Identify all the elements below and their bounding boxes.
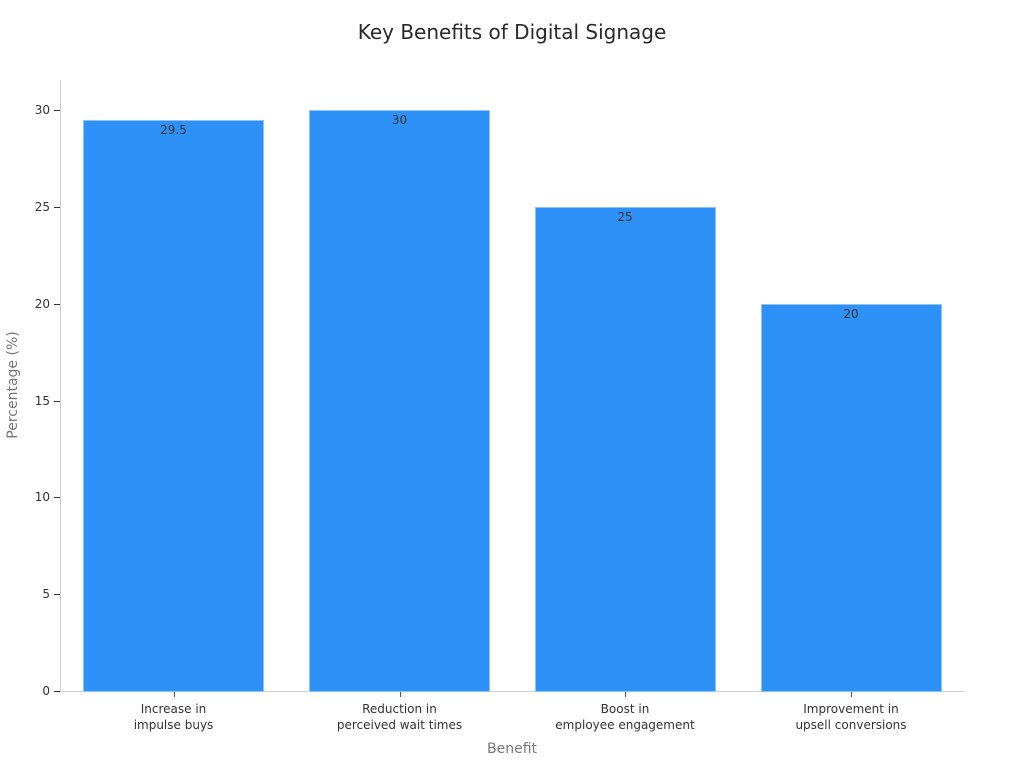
x-tick-label-line: perceived wait times [336, 718, 463, 732]
bar-value-label: 25 [617, 209, 633, 224]
x-tick-label-line: Increase in [140, 702, 207, 716]
bar-value-label: 30 [391, 113, 408, 127]
x-tick-label: Improvement in upsell conversions [751, 701, 951, 733]
x-tick-label-line: Improvement in [803, 702, 899, 716]
y-tick-label: 0 [42, 684, 50, 698]
x-tick-label: Increase in impulse buys [74, 701, 274, 733]
y-tick [54, 303, 60, 305]
y-tick [54, 206, 60, 208]
y-tick-label: 25 [34, 199, 50, 214]
y-axis-line [60, 80, 61, 692]
bar[interactable] [309, 110, 490, 692]
x-tick [625, 692, 626, 697]
x-tick-label: Reduction in perceived wait times [300, 701, 500, 733]
x-axis-label: Benefit [486, 741, 537, 757]
y-tick-label: 10 [34, 490, 50, 505]
x-axis-line [60, 691, 964, 692]
x-tick-label-line: upsell conversions [795, 718, 907, 732]
bar-value-label: 29.5 [160, 122, 187, 137]
y-tick [54, 691, 60, 692]
bar[interactable] [83, 119, 264, 692]
x-tick [173, 692, 175, 697]
y-tick [54, 400, 60, 402]
y-tick-label: 30 [34, 103, 50, 117]
bar[interactable] [534, 206, 716, 692]
x-tick-label-line: Reduction in [362, 702, 437, 716]
x-tick-label-line: employee engagement [555, 718, 695, 732]
x-tick-label: Boost in employee engagement [525, 701, 725, 733]
y-tick [54, 497, 60, 499]
x-tick-label-line: impulse buys [133, 718, 214, 732]
y-tick-label: 5 [42, 587, 50, 602]
bar[interactable] [760, 303, 942, 692]
x-tick [851, 692, 852, 697]
chart-title: Key Benefits of Digital Signage [357, 20, 667, 44]
y-axis-label: Percentage (%) [5, 331, 21, 439]
x-tick [399, 692, 401, 697]
y-tick-label: 20 [34, 296, 50, 311]
x-tick-label-line: Boost in [600, 702, 650, 716]
bar-value-label: 20 [843, 306, 859, 321]
y-tick [54, 594, 60, 596]
y-tick [54, 110, 60, 111]
y-tick-label: 15 [34, 393, 50, 408]
